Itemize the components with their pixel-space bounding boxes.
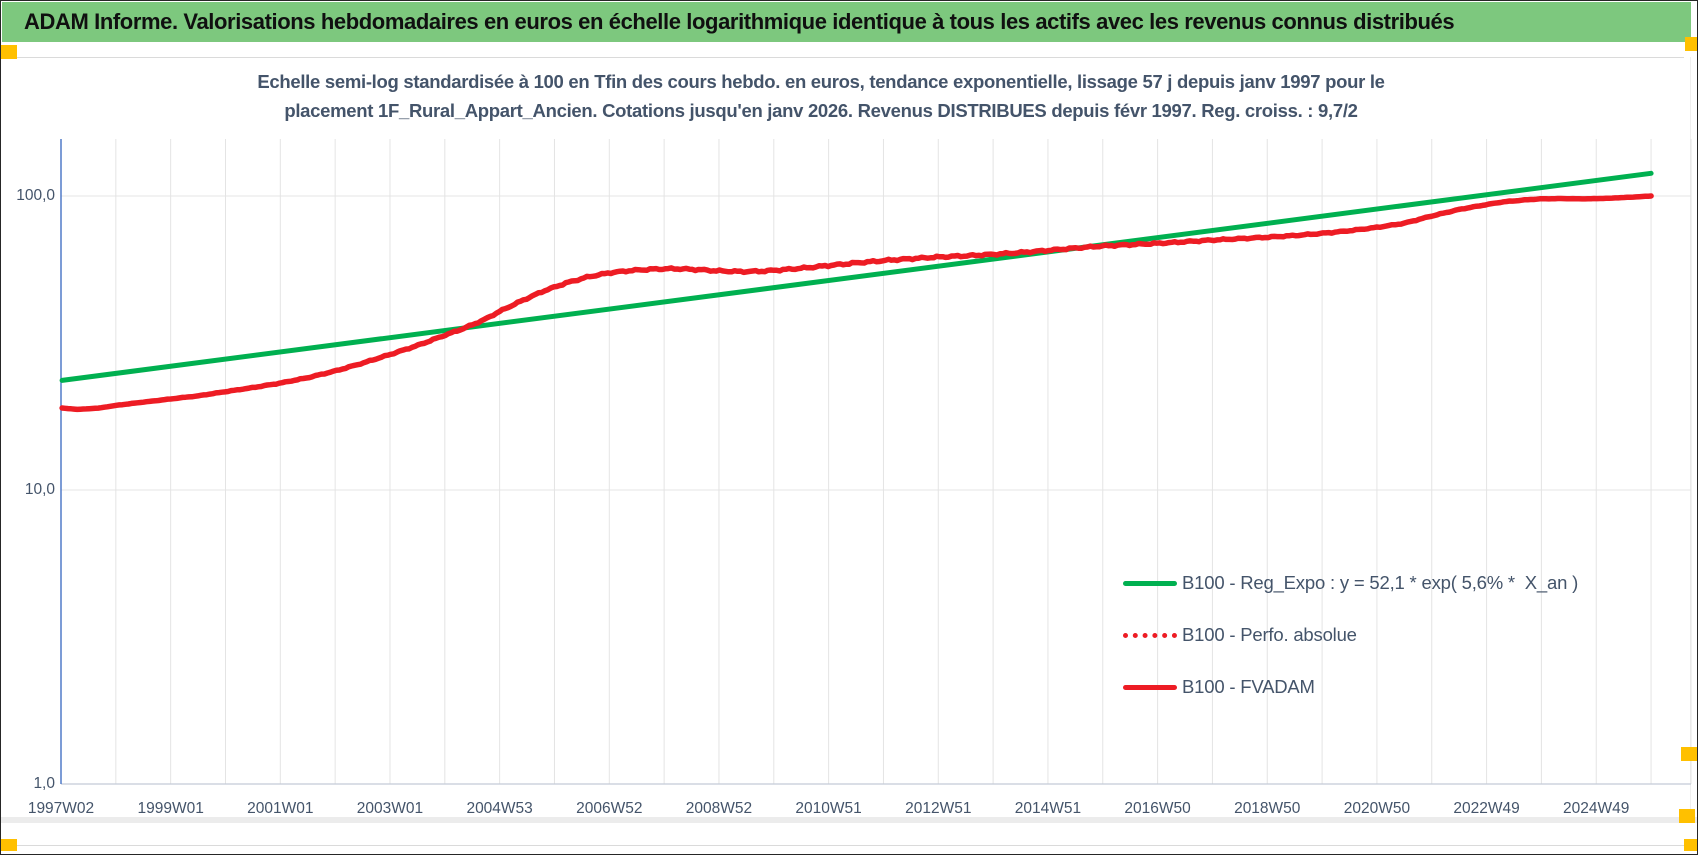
- selection-handle-right-middle[interactable]: [1681, 747, 1697, 761]
- x-tick-label: 2010W51: [795, 800, 862, 817]
- selection-handle-bottom-left[interactable]: [1, 839, 17, 851]
- legend-label: B100 - Reg_Expo : y = 52,1 * exp( 5,6% *…: [1182, 572, 1579, 593]
- selection-handle-top-left[interactable]: [1, 45, 17, 59]
- x-tick-label: 2022W49: [1453, 800, 1520, 817]
- x-tick-label: 2014W51: [1014, 800, 1082, 817]
- legend-item-3[interactable]: B100 - FVADAM: [1123, 661, 1578, 713]
- x-tick-label: 2024W49: [1563, 800, 1630, 817]
- x-tick-label: 1999W01: [137, 800, 204, 817]
- legend-item-1[interactable]: B100 - Reg_Expo : y = 52,1 * exp( 5,6% *…: [1123, 557, 1578, 609]
- x-tick-label: 2018W50: [1234, 800, 1301, 817]
- x-tick-label: 2008W52: [685, 800, 753, 817]
- y-tick-label: 10,0: [24, 481, 55, 498]
- x-tick-label: 2012W51: [905, 800, 972, 817]
- object-border-top: [17, 57, 1684, 58]
- legend-label: B100 - Perfo. absolue: [1182, 624, 1357, 645]
- legend-swatch-solid: [1123, 684, 1177, 690]
- sheet-bottom-strip: [1, 817, 1697, 823]
- x-tick-label: 2001W01: [247, 800, 314, 817]
- y-tick-label: 100,0: [16, 187, 55, 204]
- banner-title: ADAM Informe. Valorisations hebdomadaire…: [24, 9, 1455, 34]
- selection-handle-bottom-right[interactable]: [1684, 839, 1697, 851]
- legend-swatch-dotted: [1123, 632, 1177, 638]
- y-tick-label: 1,0: [33, 775, 55, 792]
- x-tick-label: 2020W50: [1343, 800, 1411, 817]
- series-fvadam-line: [59, 193, 1654, 413]
- chart-title-line2: placement 1F_Rural_Appart_Ancien. Cotati…: [284, 100, 1358, 121]
- x-tick-label: 2016W50: [1124, 800, 1191, 817]
- x-axis-labels: 1997W02 1999W01 2001W01 2003W01 2004W53 2006W…: [1, 800, 1697, 820]
- object-border-bottom: [17, 845, 1684, 846]
- x-tick-label: 2006W52: [576, 800, 643, 817]
- legend-swatch-solid: [1123, 580, 1177, 586]
- chart-legend[interactable]: B100 - Reg_Expo : y = 52,1 * exp( 5,6% *…: [1123, 557, 1578, 713]
- legend-label: B100 - FVADAM: [1182, 676, 1315, 697]
- x-tick-label: 2004W53: [466, 800, 533, 817]
- chart-title-line1: Echelle semi-log standardisée à 100 en T…: [257, 71, 1385, 92]
- x-tick-label: 2003W01: [356, 800, 424, 817]
- series-reg-expo-line: [59, 170, 1654, 383]
- chart-title[interactable]: Echelle semi-log standardisée à 100 en T…: [171, 67, 1471, 125]
- legend-item-2[interactable]: B100 - Perfo. absolue: [1123, 609, 1578, 661]
- selection-handle-top-right[interactable]: [1685, 37, 1697, 51]
- banner: ADAM Informe. Valorisations hebdomadaire…: [2, 2, 1691, 42]
- x-tick-label: 1997W02: [27, 800, 95, 817]
- selection-handle-right-lower[interactable]: [1679, 809, 1695, 823]
